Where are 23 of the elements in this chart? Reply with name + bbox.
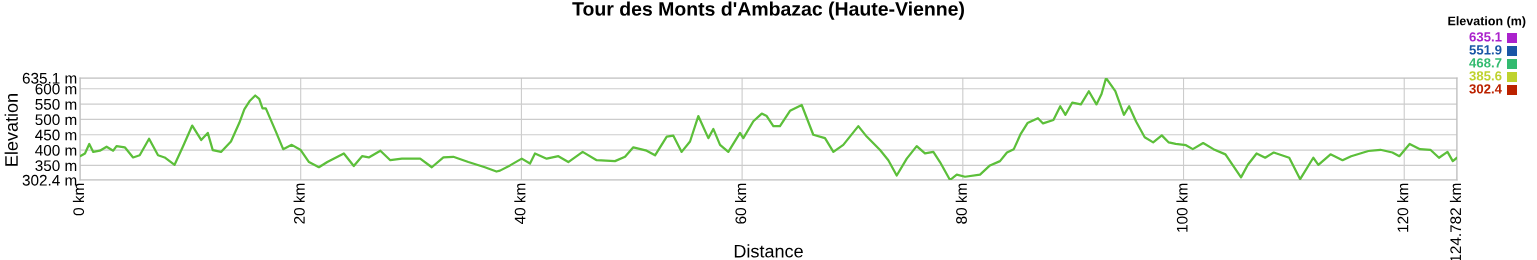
- x-tick-label: 20 km: [293, 183, 305, 224]
- y-tick-label: 635.1 m: [22, 72, 77, 84]
- color-bar-label: 302.4: [1469, 84, 1502, 94]
- y-tick-label: 550 m: [35, 98, 77, 110]
- x-axis-title: Distance: [734, 244, 803, 258]
- x-tick-label: 80 km: [955, 183, 967, 224]
- color-bar-label: 385.6: [1469, 71, 1502, 81]
- y-tick-label: 450 m: [35, 129, 77, 141]
- x-tick-label: 100 km: [1176, 183, 1188, 232]
- x-tick-label: 60 km: [734, 183, 747, 224]
- color-bar-label: 551.9: [1469, 45, 1502, 55]
- chart-title: Tour des Monts d'Ambazac (Haute-Vienne): [572, 1, 964, 20]
- y-tick-label: 400 m: [35, 144, 77, 156]
- x-tick-label: 40 km: [514, 183, 526, 225]
- y-tick-label: 500 m: [35, 114, 77, 126]
- y-tick-label: 600 m: [35, 83, 77, 95]
- color-bar-title: Elevation (m): [1448, 16, 1526, 28]
- y-axis-title: Elevation: [4, 94, 18, 166]
- x-tick-label: 120 km: [1397, 183, 1409, 232]
- color-bar-label: 468.7: [1469, 58, 1502, 68]
- color-bar-label: 635.1: [1469, 32, 1502, 42]
- line-series: [80, 78, 1457, 180]
- y-tick-label: 350 m: [35, 160, 77, 172]
